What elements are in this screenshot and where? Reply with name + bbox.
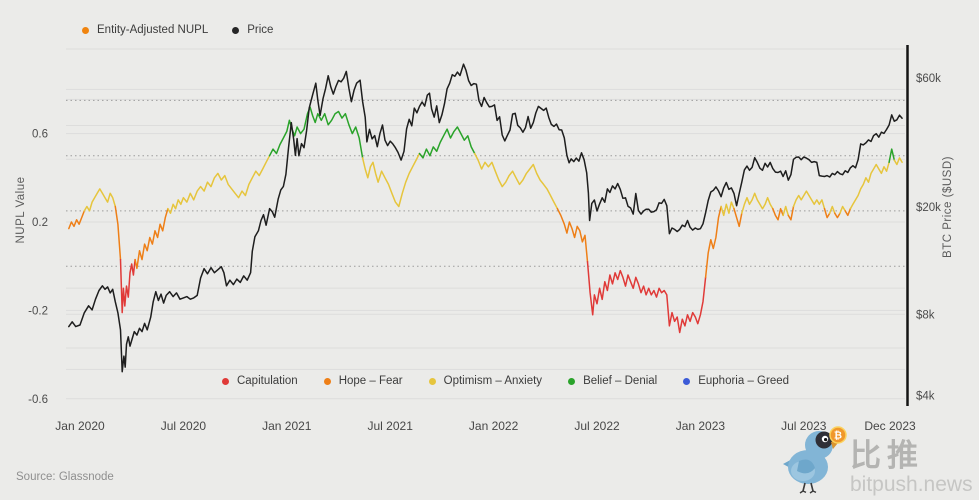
- hope-fear-dot-icon: [323, 377, 331, 385]
- source-credit: Source: Glassnode: [16, 471, 114, 483]
- x-axis-tick: Dec 2023: [864, 419, 916, 433]
- nupl-series-dot-icon: [82, 26, 89, 34]
- legend-item-capitulation: Capitulation: [221, 375, 298, 387]
- x-axis-tick: Jul 2021: [368, 419, 414, 433]
- legend-item-hope-fear: Hope – Fear: [323, 375, 403, 387]
- phase-legend: Capitulation Hope – Fear Optimism – Anxi…: [16, 375, 979, 387]
- optimism-anxiety-label: Optimism – Anxiety: [443, 375, 543, 387]
- euphoria-greed-dot-icon: [683, 377, 691, 385]
- x-axis-tick: Jan 2023: [676, 419, 726, 433]
- x-axis-tick: Jul 2020: [161, 419, 207, 433]
- bitpush-bird-logo-icon: ₿: [783, 426, 847, 494]
- left-axis-title: NUPL Value: [15, 176, 27, 243]
- right-axis-title: BTC Price ($USD): [942, 156, 954, 258]
- axis-tick-labels: 0.6 0.2 -0.2 -0.6 $60k $20k $8k $4k Jan 2020 Jul …: [28, 73, 941, 433]
- svg-text:₿: ₿: [834, 430, 842, 442]
- euphoria-greed-label: Euphoria – Greed: [698, 375, 790, 387]
- x-axis-tick: Jan 2020: [55, 419, 105, 433]
- legend-item-nupl: Entity-Adjusted NUPL: [82, 24, 208, 36]
- nupl-series-label: Entity-Adjusted NUPL: [97, 24, 209, 36]
- price-series-dot-icon: [232, 26, 240, 34]
- right-axis-tick: $4k: [916, 391, 935, 403]
- price-series: [68, 63, 903, 373]
- x-axis-tick: Jan 2021: [262, 419, 312, 433]
- legend-item-belief-denial: Belief – Denial: [568, 375, 657, 387]
- left-axis-tick: -0.2: [28, 305, 48, 317]
- belief-denial-dot-icon: [568, 377, 576, 385]
- brand-chinese-name: 比推: [850, 438, 924, 473]
- legend-item-euphoria-greed: Euphoria – Greed: [683, 375, 789, 387]
- left-axis-tick: 0.6: [32, 129, 48, 141]
- right-axis-tick: $8k: [916, 309, 935, 321]
- capitulation-label: Capitulation: [236, 375, 298, 387]
- price-series-label: Price: [247, 24, 274, 36]
- hope-fear-label: Hope – Fear: [338, 375, 403, 387]
- nupl-series: [68, 106, 903, 334]
- optimism-anxiety-dot-icon: [428, 377, 436, 385]
- faint-gridlines: [66, 48, 905, 400]
- series-legend: Entity-Adjusted NUPL Price: [82, 24, 273, 36]
- capitulation-dot-icon: [221, 377, 229, 385]
- left-axis-tick: -0.6: [28, 394, 48, 406]
- right-axis-tick: $20k: [916, 202, 941, 214]
- belief-denial-label: Belief – Denial: [583, 375, 658, 387]
- legend-item-price: Price: [232, 24, 273, 36]
- brand-domain: bitpush.news: [850, 473, 973, 496]
- x-axis-tick: Jul 2023: [781, 419, 827, 433]
- x-axis-tick: Jan 2022: [469, 419, 519, 433]
- x-axis-tick: Jul 2022: [574, 419, 620, 433]
- legend-item-optimism-anxiety: Optimism – Anxiety: [428, 375, 543, 387]
- left-axis-tick: 0.2: [32, 217, 48, 229]
- right-axis-tick: $60k: [916, 73, 941, 85]
